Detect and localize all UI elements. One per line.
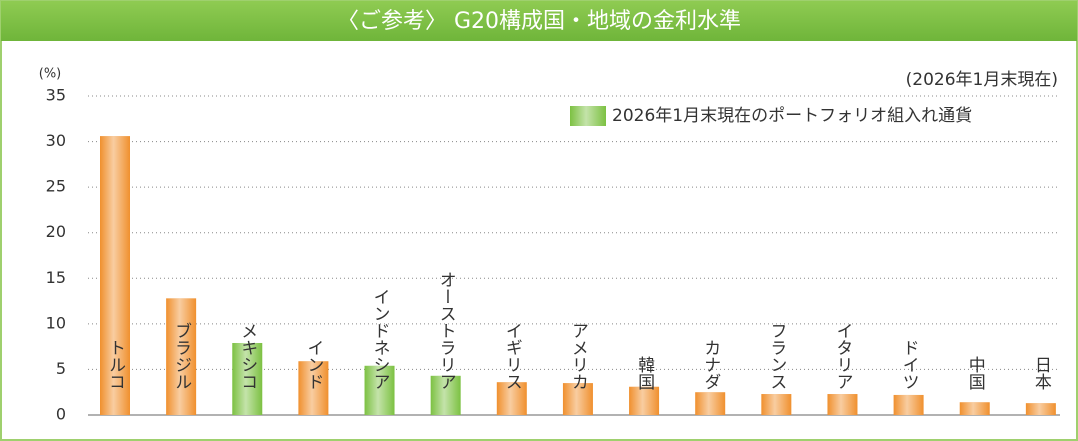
bar-shine	[893, 394, 924, 415]
y-tick-label: 20	[46, 222, 66, 241]
y-tick-label: 10	[46, 313, 66, 332]
x-tick-label: カナダ	[700, 339, 720, 390]
x-tick-label: トルコ	[105, 339, 125, 390]
bar-shine	[364, 365, 395, 415]
y-tick-label: 5	[56, 359, 66, 378]
bar-shine	[562, 383, 593, 415]
x-tick-label: 韓国	[634, 356, 655, 390]
x-tick-label: イタリア	[832, 322, 852, 390]
bar-shine	[695, 392, 726, 415]
bar-shine	[1025, 403, 1056, 415]
y-axis-label: (%)	[39, 67, 62, 82]
x-tick-label: 日本	[1031, 356, 1052, 390]
x-tick-label: イギリス	[502, 322, 522, 390]
x-tick-label: 中国	[965, 356, 985, 390]
bar-shine	[430, 375, 461, 415]
bar-shine	[232, 342, 263, 415]
y-tick-label: 0	[56, 405, 66, 424]
bar-shine	[629, 386, 660, 415]
bar-shine	[100, 136, 130, 416]
note: (2026年1月末現在)	[906, 70, 1058, 90]
x-tick-label: フランス	[766, 322, 786, 390]
x-tick-label: ブラジル	[171, 322, 191, 390]
x-tick-label: インドネシア	[370, 288, 390, 390]
y-tick-label: 25	[46, 177, 66, 196]
legend-label: 2026年1月末現在のポートフォリオ組入れ通貨	[612, 106, 972, 126]
x-tick-label: アメリカ	[568, 322, 588, 390]
x-tick-label: メキシコ	[237, 322, 257, 390]
bar-shine	[298, 361, 329, 415]
bar-shine	[166, 298, 197, 415]
bar-shine	[959, 402, 990, 415]
y-tick-label: 30	[46, 131, 66, 150]
bar-shine	[496, 382, 527, 415]
x-tick-label: オーストラリア	[436, 271, 456, 390]
x-tick-label: インド	[303, 339, 323, 390]
y-tick-label: 15	[46, 268, 66, 287]
y-tick-label: 35	[46, 86, 66, 105]
header	[1, 1, 1077, 41]
bar-shine	[827, 394, 858, 415]
bar-shine	[761, 394, 792, 415]
x-tick-label: ドイツ	[899, 339, 919, 390]
chart-title: 〈ご参考〉 G20構成国・地域の金利水準	[337, 9, 741, 34]
legend-shine	[570, 106, 606, 126]
